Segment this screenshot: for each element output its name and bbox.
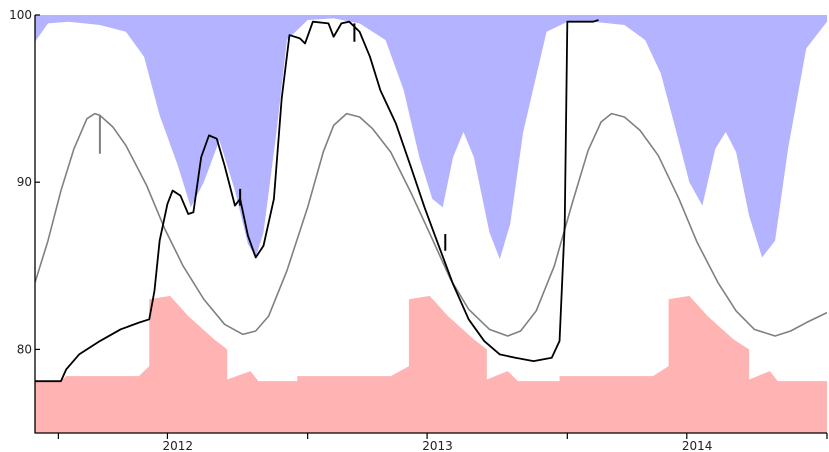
upper-band-area: [35, 15, 827, 260]
plot-area: [35, 15, 827, 433]
observed-line: [35, 19, 599, 383]
y-tick-label: 100: [9, 8, 32, 22]
tick-labels: 80 90 100 2012 2013 2014: [9, 8, 712, 452]
x-tick-label: 2012: [163, 439, 194, 452]
x-tick-label: 2013: [422, 439, 453, 452]
y-tick-label: 90: [17, 175, 32, 189]
x-tick-label: 2014: [682, 439, 713, 452]
mean-line: [35, 112, 827, 337]
lower-band-area: [35, 295, 827, 433]
axes: [34, 14, 828, 439]
y-tick-label: 80: [17, 342, 32, 356]
